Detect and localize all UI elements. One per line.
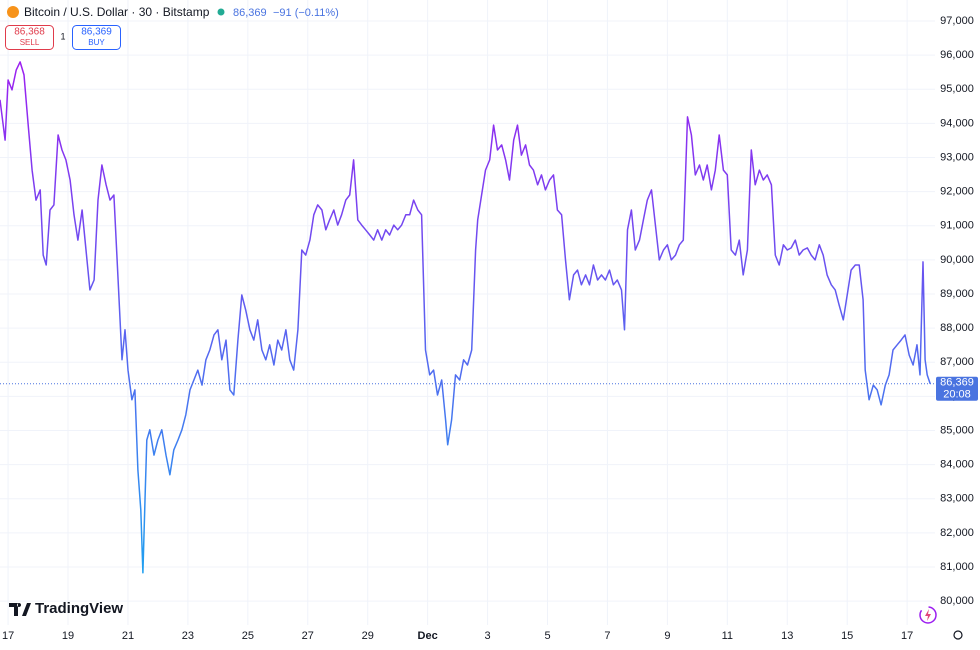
y-tick-label: 96,000	[940, 49, 974, 61]
grid	[0, 0, 935, 625]
buy-price: 86,369	[81, 27, 112, 38]
x-tick-label: 19	[62, 630, 74, 642]
y-tick-label: 87,000	[940, 356, 974, 368]
settings-icon[interactable]	[953, 630, 963, 640]
y-tick-label: 80,000	[940, 595, 974, 607]
x-tick-label: 13	[781, 630, 793, 642]
y-tick-label: 94,000	[940, 117, 974, 129]
logo-mark	[9, 603, 31, 616]
x-tick-label: 25	[242, 630, 254, 642]
y-tick-label: 83,000	[940, 493, 974, 505]
x-tick-label: 7	[604, 630, 610, 642]
y-tick-label: 97,000	[940, 15, 974, 27]
last-time-label: 20:08	[943, 389, 971, 401]
y-tick-label: 93,000	[940, 151, 974, 163]
last-price-label: 86,369	[940, 377, 974, 389]
lightning-icon[interactable]	[919, 606, 937, 624]
spread: 1	[60, 31, 65, 41]
x-tick-label: 23	[182, 630, 194, 642]
x-tick-label: Dec	[418, 630, 438, 642]
logo-text: TradingView	[35, 600, 123, 617]
sell-button[interactable]	[5, 25, 54, 50]
y-tick-label: 95,000	[940, 83, 974, 95]
y-tick-label: 92,000	[940, 186, 974, 198]
x-tick-label: 17	[2, 630, 14, 642]
lightning-bolt	[925, 609, 931, 621]
buy-button[interactable]	[72, 25, 121, 50]
sell-label: SELL	[20, 38, 40, 47]
y-tick-label: 88,000	[940, 322, 974, 334]
x-tick-label: 29	[362, 630, 374, 642]
x-tick-label: 5	[544, 630, 550, 642]
logo[interactable]: TradingView	[9, 600, 123, 617]
bitcoin-icon	[7, 6, 19, 18]
plot	[0, 61, 935, 574]
x-tick-label: 3	[485, 630, 491, 642]
x-tick-label: 11	[722, 630, 733, 642]
header-price: 86,369	[233, 7, 267, 19]
y-tick-label: 85,000	[940, 424, 974, 436]
x-tick-label: 17	[901, 630, 913, 642]
x-tick-label: 15	[841, 630, 853, 642]
y-tick-label: 90,000	[940, 254, 974, 266]
price-line	[0, 61, 931, 574]
x-tick-label: 27	[302, 630, 314, 642]
last-price-box	[936, 376, 978, 401]
y-tick-label: 81,000	[940, 561, 974, 573]
x-tick-label: 9	[664, 630, 670, 642]
y-tick-label: 89,000	[940, 288, 974, 300]
x-tick-label: 21	[122, 630, 134, 642]
symbol-title: Bitcoin / U.S. Dollar · 30 · Bitstamp	[24, 5, 210, 19]
y-tick-label: 91,000	[940, 220, 974, 232]
header-change: −91 (−0.11%)	[273, 7, 339, 19]
buy-label: BUY	[88, 38, 105, 47]
status-dot	[217, 8, 225, 16]
y-tick-label: 82,000	[940, 527, 974, 539]
sell-price: 86,368	[14, 27, 45, 38]
y-tick-label: 84,000	[940, 459, 974, 471]
